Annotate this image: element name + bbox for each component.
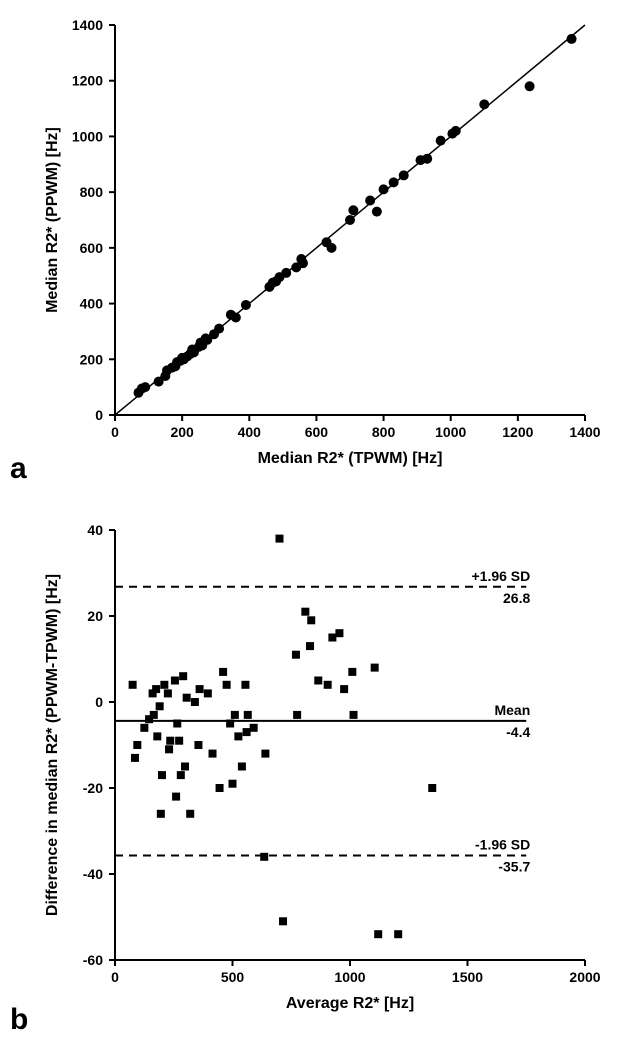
svg-text:-20: -20	[83, 780, 103, 796]
svg-text:1400: 1400	[569, 424, 600, 440]
svg-text:200: 200	[80, 351, 104, 367]
svg-text:400: 400	[238, 424, 262, 440]
svg-text:Mean: Mean	[494, 702, 530, 718]
sublabel-b: b	[10, 1003, 28, 1037]
svg-text:-35.7: -35.7	[498, 859, 530, 875]
svg-text:2000: 2000	[569, 969, 600, 985]
svg-text:20: 20	[87, 608, 103, 624]
svg-text:1200: 1200	[72, 73, 103, 89]
bland-altman-chart-b: 0 500 1000 1500 2000 -60 -40 -20 0 20 40 Mean -4.4 +1…	[0, 495, 638, 1050]
svg-text:800: 800	[372, 424, 396, 440]
svg-text:Average R2* [Hz]: Average R2* [Hz]	[286, 995, 414, 1012]
svg-text:0: 0	[95, 694, 103, 710]
svg-text:0: 0	[95, 407, 103, 423]
svg-text:1500: 1500	[452, 969, 483, 985]
svg-text:1000: 1000	[72, 128, 103, 144]
svg-text:-60: -60	[83, 952, 103, 968]
scatter-chart-a: 0 200 400 600 800 1000 1200 1400 0 200 400 600 800 10…	[0, 0, 638, 495]
svg-text:0: 0	[111, 424, 119, 440]
svg-text:+1.96 SD: +1.96 SD	[471, 568, 530, 584]
svg-text:Median R2* (TPWM) [Hz]: Median R2* (TPWM) [Hz]	[258, 450, 443, 467]
panel-b: 0 500 1000 1500 2000 -60 -40 -20 0 20 40 Mean -4.4 +1…	[0, 495, 638, 1050]
svg-text:1200: 1200	[502, 424, 533, 440]
svg-text:0: 0	[111, 969, 119, 985]
sublabel-a: a	[10, 452, 27, 486]
svg-text:40: 40	[87, 522, 103, 538]
svg-text:1000: 1000	[435, 424, 466, 440]
svg-text:-1.96 SD: -1.96 SD	[475, 837, 530, 853]
svg-text:Median R2* (PPWM) [Hz]: Median R2* (PPWM) [Hz]	[44, 127, 61, 313]
svg-text:800: 800	[80, 184, 104, 200]
svg-text:500: 500	[221, 969, 245, 985]
svg-text:-4.4: -4.4	[506, 724, 530, 740]
svg-text:400: 400	[80, 296, 104, 312]
svg-text:1400: 1400	[72, 17, 103, 33]
panel-a: 0 200 400 600 800 1000 1200 1400 0 200 400 600 800 10…	[0, 0, 638, 495]
svg-text:-40: -40	[83, 866, 103, 882]
svg-text:1000: 1000	[334, 969, 365, 985]
svg-text:26.8: 26.8	[503, 590, 530, 606]
svg-text:200: 200	[170, 424, 194, 440]
svg-text:600: 600	[305, 424, 329, 440]
svg-text:Difference in median R2* (PPWM: Difference in median R2* (PPWM-TPWM) [Hz…	[44, 574, 61, 916]
svg-text:600: 600	[80, 240, 104, 256]
